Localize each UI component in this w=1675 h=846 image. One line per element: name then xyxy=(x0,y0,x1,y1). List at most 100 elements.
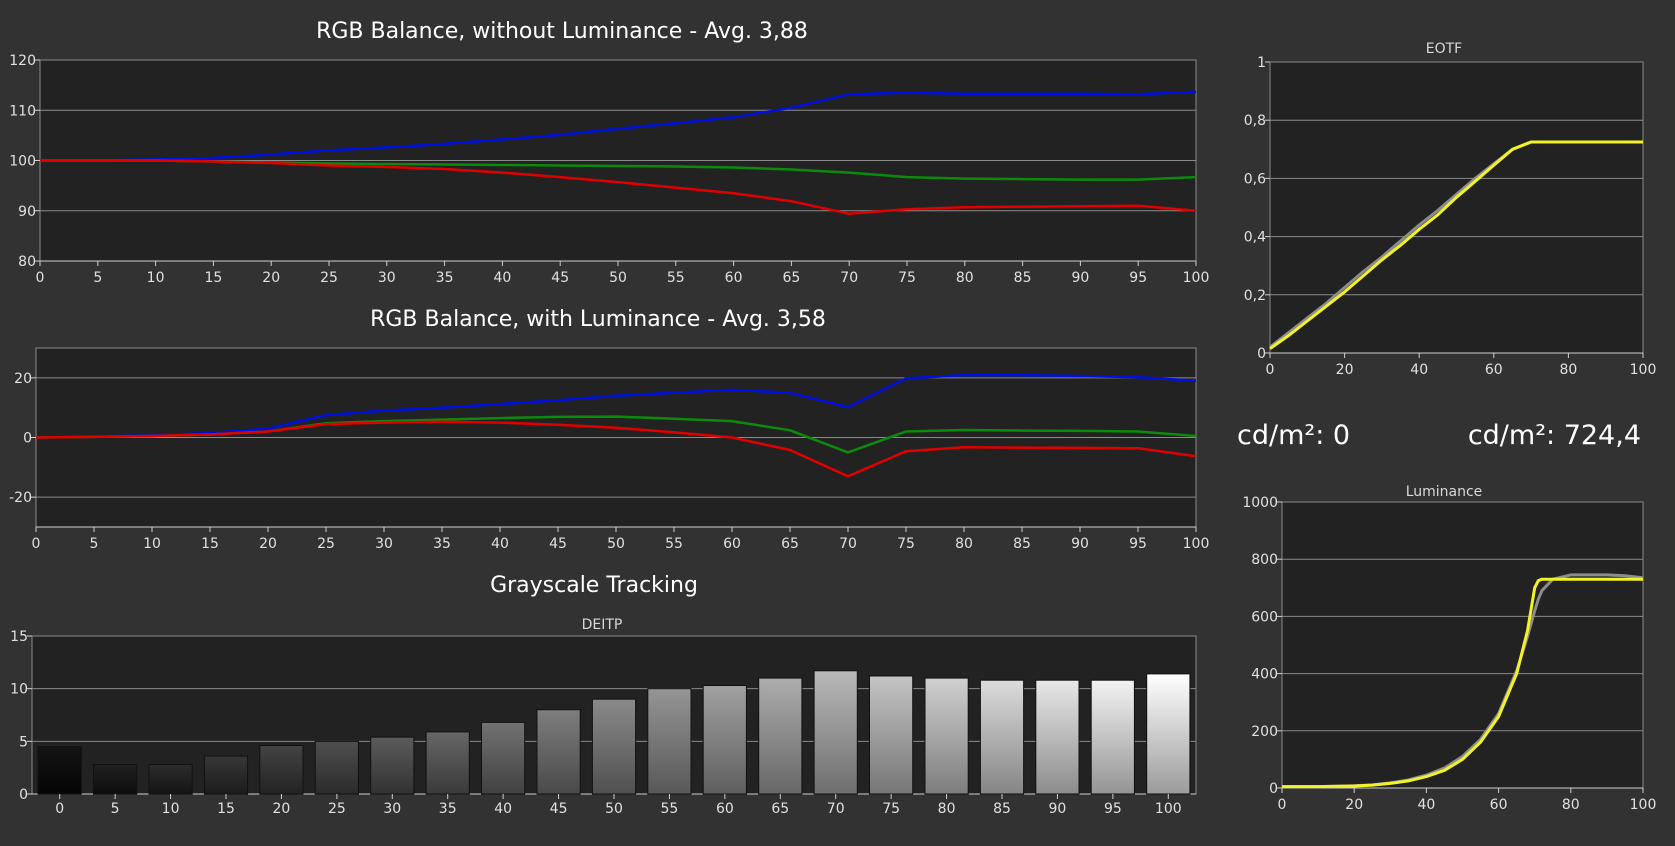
x-tick-label: 40 xyxy=(1417,797,1435,813)
y-tick-label: 400 xyxy=(1251,667,1278,683)
y-tick-label: 0,6 xyxy=(1244,171,1266,187)
x-tick-label: 0 xyxy=(55,801,64,817)
x-tick-label: 35 xyxy=(436,270,454,286)
x-tick-label: 10 xyxy=(162,801,180,817)
x-tick-label: 60 xyxy=(716,801,734,817)
grayscale-title: Grayscale Tracking xyxy=(490,573,698,598)
x-tick-label: 55 xyxy=(661,801,679,817)
y-tick-label: 15 xyxy=(10,629,28,645)
x-tick-label: 75 xyxy=(898,270,916,286)
y-tick-label: 110 xyxy=(9,103,36,119)
red-series-line xyxy=(40,159,1197,216)
x-tick-label: 5 xyxy=(111,801,120,817)
x-tick-label: 60 xyxy=(725,270,743,286)
y-tick-label: 20 xyxy=(14,371,32,387)
rgb-balance-with-luminance-chart: -20 0 20 0 5 10 15 20 25 30 35 40 45 50 55 60 65 70 75 80 85… xyxy=(9,347,1209,552)
x-tick-label: 60 xyxy=(1490,797,1508,813)
x-tick-label: 65 xyxy=(771,801,789,817)
x-tick-label: 80 xyxy=(938,801,956,817)
grayscale-bar xyxy=(1146,673,1191,795)
y-tick-label: 0 xyxy=(19,787,28,803)
grayscale-bar xyxy=(425,731,470,795)
y-tick-label: 0 xyxy=(1257,346,1266,362)
x-tick-label: 50 xyxy=(607,536,625,552)
x-tick-label: 25 xyxy=(317,536,335,552)
x-tick-label: 15 xyxy=(217,801,235,817)
grayscale-bar xyxy=(259,745,304,795)
x-tick-label: 55 xyxy=(665,536,683,552)
x-tick-label: 60 xyxy=(723,536,741,552)
y-tick-label: 10 xyxy=(10,682,28,698)
x-tick-label: 35 xyxy=(439,801,457,817)
x-tick-label: 25 xyxy=(320,270,338,286)
grayscale-bar xyxy=(924,677,969,795)
x-tick-label: 20 xyxy=(1336,362,1354,378)
y-tick-label: 80 xyxy=(18,254,36,270)
plot-area xyxy=(1269,61,1644,354)
cd-min-readout: cd/m²: 0 xyxy=(1237,420,1350,451)
x-tick-label: 70 xyxy=(840,270,858,286)
x-tick-label: 55 xyxy=(667,270,685,286)
x-tick-label: 45 xyxy=(550,801,568,817)
x-tick-label: 50 xyxy=(609,270,627,286)
x-tick-label: 90 xyxy=(1049,801,1067,817)
x-tick-label: 45 xyxy=(551,270,569,286)
grayscale-bar xyxy=(758,677,803,795)
x-tick-label: 70 xyxy=(827,801,845,817)
x-tick-label: 35 xyxy=(433,536,451,552)
x-tick-label: 40 xyxy=(1410,362,1428,378)
grayscale-subtitle: DEITP xyxy=(582,617,623,633)
grayscale-bar xyxy=(37,746,82,795)
grayscale-bar xyxy=(203,755,249,795)
grayscale-tracking-chart: 0 5 10 15 0 5 10 15 20 25 30 35 40 45 50 55 60 65 70 75 80 85… xyxy=(10,629,1197,817)
y-tick-label: 0,2 xyxy=(1244,288,1266,304)
y-tick-label: 0 xyxy=(23,431,32,447)
grayscale-bar xyxy=(536,709,581,795)
x-tick-label: 5 xyxy=(93,270,102,286)
x-tick-label: 75 xyxy=(882,801,900,817)
x-tick-label: 90 xyxy=(1071,270,1089,286)
grayscale-bar xyxy=(481,721,526,795)
x-tick-label: 95 xyxy=(1104,801,1122,817)
x-tick-label: 95 xyxy=(1129,536,1147,552)
x-tick-label: 100 xyxy=(1183,270,1210,286)
y-tick-label: 200 xyxy=(1251,724,1278,740)
x-tick-label: 85 xyxy=(1014,270,1032,286)
grayscale-bar xyxy=(591,698,637,795)
cd-max-readout: cd/m²: 724,4 xyxy=(1468,420,1641,451)
x-tick-label: 0 xyxy=(36,270,45,286)
grayscale-bar xyxy=(370,736,415,795)
eotf-chart: 0 0,2 0,4 0,6 0,8 1 0 20 40 60 80 100 xyxy=(1244,55,1657,378)
x-tick-label: 40 xyxy=(493,270,511,286)
grayscale-bar xyxy=(702,685,747,795)
x-tick-label: 100 xyxy=(1630,797,1657,813)
y-tick-label: 0,8 xyxy=(1244,113,1266,129)
x-tick-label: 60 xyxy=(1485,362,1503,378)
y-tick-label: 600 xyxy=(1251,609,1278,625)
x-tick-label: 25 xyxy=(328,801,346,817)
x-tick-label: 20 xyxy=(262,270,280,286)
eotf-title: EOTF xyxy=(1426,41,1462,57)
x-tick-label: 80 xyxy=(1562,797,1580,813)
grayscale-bar xyxy=(869,675,914,795)
y-tick-label: 0,4 xyxy=(1244,230,1266,246)
y-tick-label: 100 xyxy=(9,154,36,170)
x-tick-label: 20 xyxy=(273,801,291,817)
yellow-series-line xyxy=(1282,577,1643,789)
blue-series-line xyxy=(35,373,1197,439)
red-series-line xyxy=(35,420,1197,478)
x-tick-label: 40 xyxy=(491,536,509,552)
x-tick-label: 65 xyxy=(782,270,800,286)
x-tick-label: 45 xyxy=(549,536,567,552)
x-tick-label: 0 xyxy=(32,536,41,552)
x-tick-label: 100 xyxy=(1155,801,1182,817)
plot-area xyxy=(1281,501,1644,789)
rgb-no-lum-title: RGB Balance, without Luminance - Avg. 3,… xyxy=(316,19,808,44)
y-tick-label: 800 xyxy=(1251,552,1278,568)
x-tick-label: 95 xyxy=(1129,270,1147,286)
y-tick-label: 0 xyxy=(1269,781,1278,797)
grayscale-bar xyxy=(647,688,692,795)
grayscale-bar xyxy=(93,764,138,795)
x-tick-label: 75 xyxy=(897,536,915,552)
